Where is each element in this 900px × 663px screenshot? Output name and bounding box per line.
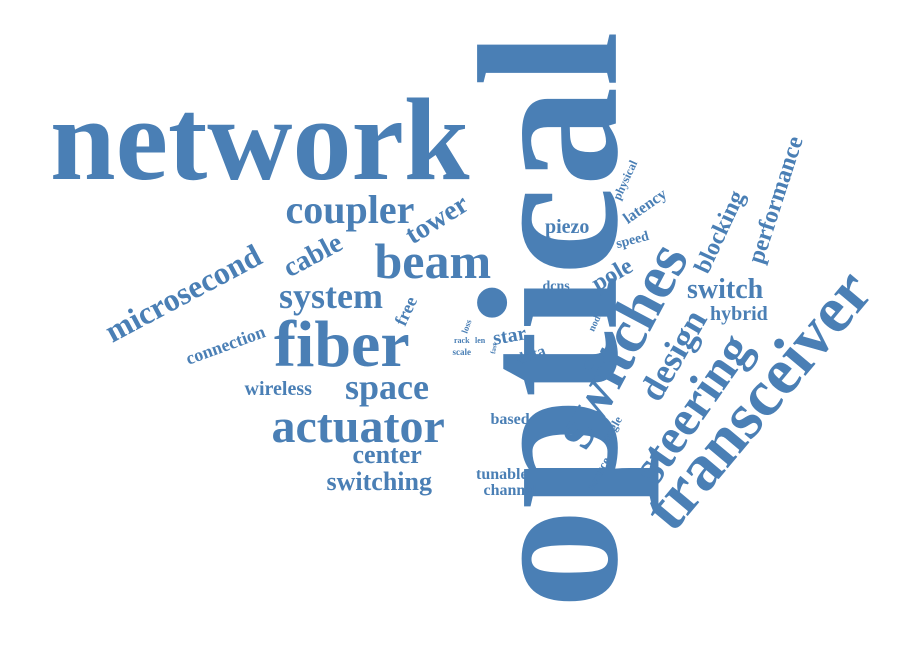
word-switch: switch: [687, 274, 764, 305]
word-connection: connection: [182, 321, 268, 369]
word-actuator: actuator: [271, 400, 445, 453]
word-based: based: [490, 411, 530, 428]
word-channel: channel: [483, 482, 537, 499]
word-scale: scale: [452, 346, 472, 357]
word-dcns: dcns: [542, 279, 570, 294]
word-blocking: blocking: [689, 186, 751, 278]
word-beam: beam: [374, 233, 492, 289]
word-hybrid: hybrid: [710, 303, 768, 325]
word-piezo: piezo: [545, 216, 590, 238]
word-cable: cable: [278, 227, 348, 284]
word-network: network: [50, 74, 470, 205]
word-tunable: tunable: [476, 466, 528, 483]
word-coupler: coupler: [285, 187, 415, 232]
word-rack: rack: [454, 336, 470, 345]
word-system: system: [279, 276, 383, 316]
word-center: center: [352, 440, 422, 469]
word-fiber: fiber: [274, 308, 410, 381]
word-wireless: wireless: [244, 378, 312, 400]
word-space: space: [345, 367, 429, 407]
word-len: len: [475, 336, 486, 345]
word-free: free: [390, 293, 422, 329]
word-performance: performance: [743, 133, 809, 267]
word-fast: fast: [488, 341, 499, 354]
word-switching: switching: [326, 467, 432, 496]
